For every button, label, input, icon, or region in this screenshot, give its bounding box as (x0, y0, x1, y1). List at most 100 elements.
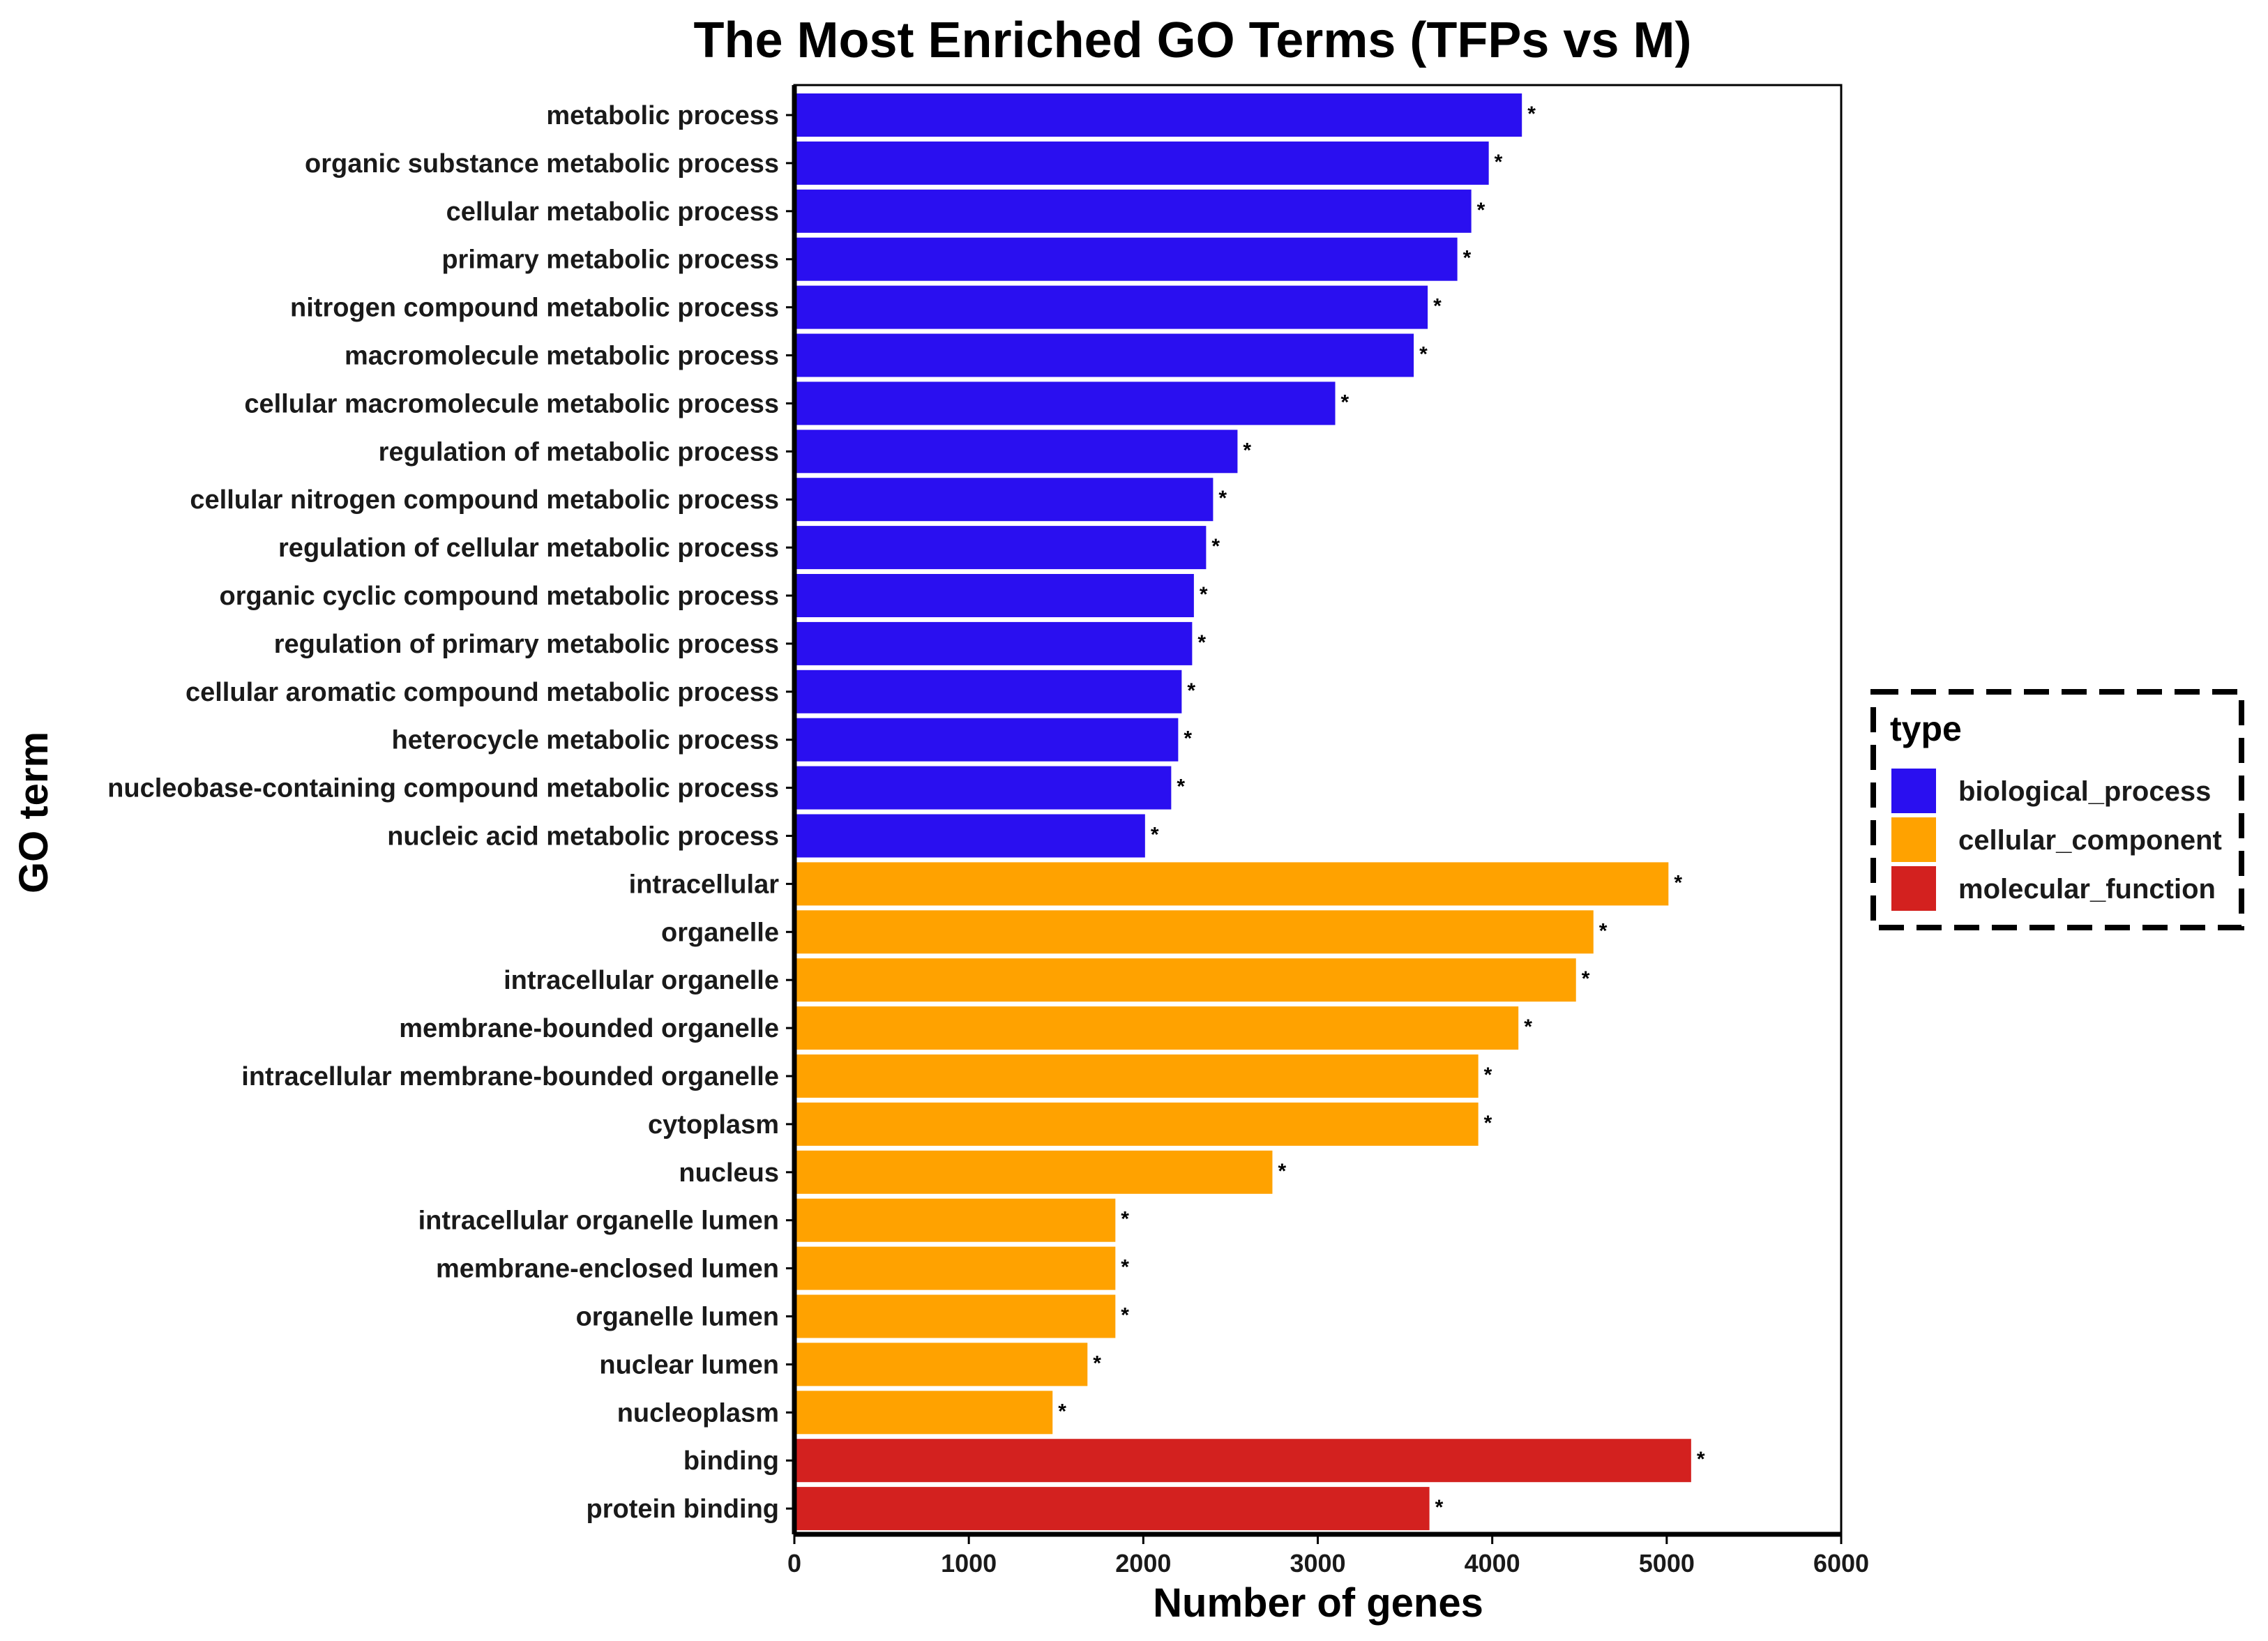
significance-marker: * (1184, 727, 1192, 750)
bars-group (796, 93, 1691, 1531)
category-label: membrane-enclosed lumen (436, 1255, 779, 1284)
category-label: cellular metabolic process (446, 197, 779, 227)
significance-marker: * (1527, 103, 1536, 126)
y-axis-title: GO term (11, 732, 56, 893)
category-label: organic substance metabolic process (305, 149, 779, 179)
legend-swatch (1891, 769, 1936, 813)
bar-heterocycle-metabolic-process (796, 718, 1179, 762)
significance-marker: * (1477, 199, 1485, 222)
category-label: heterocycle metabolic process (392, 726, 779, 755)
x-tick-label: 1000 (941, 1549, 997, 1578)
bar-primary-metabolic-process (796, 237, 1458, 281)
bar-nuclear-lumen (796, 1343, 1088, 1386)
category-label: regulation of metabolic process (379, 437, 779, 467)
bar-cellular-nitrogen-compound-metabolic-process (796, 478, 1214, 522)
significance-marker: * (1218, 487, 1227, 510)
x-tick-label: 0 (787, 1549, 801, 1578)
category-label: cellular macromolecule metabolic process (244, 389, 779, 418)
x-axis: 0 1000 2000 3000 4000 5000 6000 (787, 85, 1869, 1578)
bar-nucleic-acid-metabolic-process (796, 814, 1145, 858)
significance-marker: * (1582, 967, 1590, 990)
category-labels-group: metabolic process organic substance metab… (107, 101, 794, 1524)
significance-marker: * (1151, 824, 1159, 847)
significance-marker: * (1121, 1208, 1129, 1231)
significance-marker: * (1058, 1400, 1066, 1423)
bar-binding (796, 1439, 1691, 1483)
x-axis-title: Number of genes (1153, 1580, 1483, 1626)
category-label: nucleic acid metabolic process (387, 822, 779, 852)
bar-protein-binding (796, 1487, 1430, 1531)
significance-marker: * (1463, 247, 1472, 270)
legend-label: molecular_function (1958, 874, 2216, 905)
significance-marker: * (1211, 535, 1220, 558)
significance-marker: * (1524, 1015, 1532, 1038)
significance-marker: * (1599, 919, 1608, 942)
legend-label: cellular_component (1958, 825, 2222, 856)
bar-macromolecule-metabolic-process (796, 333, 1414, 377)
category-label: primary metabolic process (441, 245, 779, 275)
bar-organic-cyclic-compound-metabolic-process (796, 574, 1194, 617)
legend: type biological_process cellular_componen… (1870, 689, 2244, 930)
bar-metabolic-process (796, 93, 1522, 137)
x-tick-label: 4000 (1465, 1549, 1520, 1578)
bar-organic-substance-metabolic-process (796, 141, 1489, 185)
significance-marker: * (1433, 295, 1442, 318)
legend-swatch (1891, 866, 1936, 911)
category-label: nucleus (679, 1158, 779, 1188)
significance-marker: * (1495, 151, 1503, 174)
category-label: regulation of cellular metabolic process (278, 534, 779, 563)
x-tick-label: 6000 (1813, 1549, 1869, 1578)
significance-marker: * (1674, 871, 1682, 894)
significance-marker: * (1278, 1160, 1286, 1183)
bar-intracellular-organelle (796, 958, 1576, 1002)
bar-nucleobase-containing-compound-metabolic-process (796, 766, 1172, 810)
legend-entries: biological_process cellular_componentmole… (1891, 769, 2222, 911)
category-label: nucleoplasm (617, 1398, 779, 1428)
bar-regulation-of-metabolic-process (796, 430, 1238, 474)
bar-regulation-of-cellular-metabolic-process (796, 526, 1207, 570)
significance-marker: * (1243, 439, 1251, 462)
bar-cellular-macromolecule-metabolic-process (796, 381, 1336, 425)
category-label: regulation of primary metabolic process (274, 630, 779, 659)
category-label: protein binding (586, 1495, 779, 1524)
significance-marker: * (1419, 343, 1428, 366)
bar-nucleus (796, 1150, 1273, 1194)
legend-label: biological_process (1958, 776, 2211, 807)
category-label: cytoplasm (648, 1110, 779, 1140)
bar-nitrogen-compound-metabolic-process (796, 285, 1428, 329)
bar-intracellular-membrane-bounded-organelle (796, 1054, 1479, 1098)
bar-nucleoplasm (796, 1391, 1053, 1435)
category-label: nucleobase-containing compound metabolic… (107, 774, 779, 803)
category-label: metabolic process (546, 101, 779, 130)
category-label: membrane-bounded organelle (399, 1014, 779, 1043)
category-label: binding (683, 1446, 779, 1476)
category-label: nitrogen compound metabolic process (290, 294, 779, 323)
legend-swatch (1891, 817, 1936, 862)
significance-marker: * (1187, 679, 1195, 702)
bar-membrane-enclosed-lumen (796, 1246, 1116, 1290)
category-label: organic cyclic compound metabolic proces… (220, 582, 779, 611)
category-label: cellular aromatic compound metabolic pro… (186, 678, 779, 707)
bar-cellular-metabolic-process (796, 189, 1472, 233)
significance-marker: * (1121, 1304, 1129, 1327)
category-label: intracellular membrane-bounded organelle (241, 1062, 779, 1091)
chart-title: The Most Enriched GO Terms (TFPs vs M) (694, 13, 1692, 68)
legend-title: type (1890, 709, 1962, 748)
significance-marker: * (1197, 631, 1206, 654)
category-label: macromolecule metabolic process (345, 342, 779, 371)
category-label: intracellular organelle lumen (418, 1207, 779, 1236)
significance-marker: * (1435, 1496, 1444, 1519)
category-label: nuclear lumen (599, 1350, 779, 1379)
bar-membrane-bounded-organelle (796, 1006, 1519, 1050)
significance-marker: * (1484, 1064, 1492, 1087)
category-label: organelle lumen (576, 1303, 779, 1332)
category-label: organelle (661, 918, 779, 947)
x-tick-label: 2000 (1115, 1549, 1171, 1578)
bar-intracellular (796, 862, 1669, 906)
significance-marker: * (1177, 776, 1185, 799)
x-tick-label: 3000 (1290, 1549, 1345, 1578)
significance-marker: * (1093, 1352, 1101, 1375)
significance-marker: * (1121, 1256, 1129, 1279)
bar-cytoplasm (796, 1102, 1479, 1146)
significance-marker: * (1484, 1112, 1492, 1135)
